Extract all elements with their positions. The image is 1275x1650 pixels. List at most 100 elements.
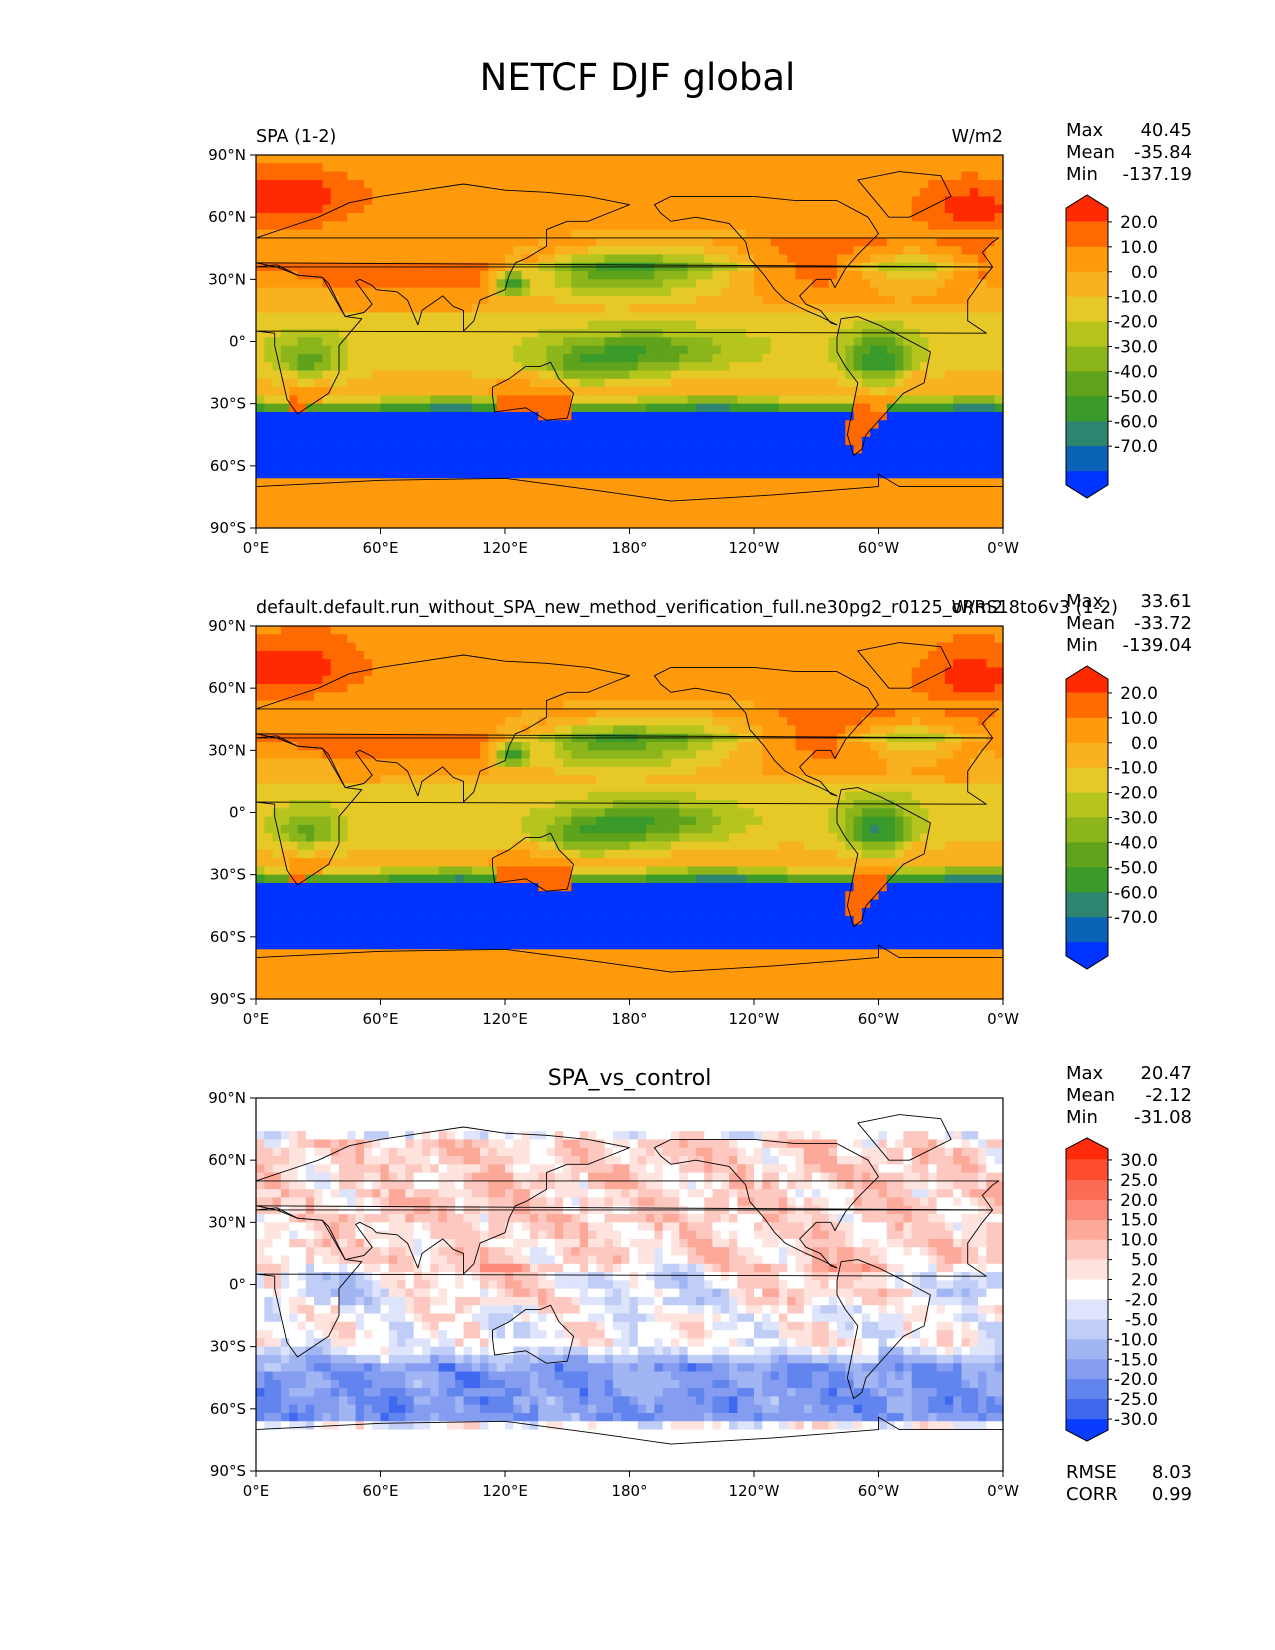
heatmap-cell — [297, 700, 307, 710]
heatmap-cell — [405, 320, 415, 330]
heatmap-cell — [272, 279, 282, 289]
heatmap-cell — [737, 254, 747, 264]
heatmap-cell — [280, 453, 290, 463]
heatmap-cell — [388, 428, 398, 438]
heatmap-cell — [770, 494, 780, 504]
heatmap-cell — [438, 511, 448, 521]
heatmap-cell — [671, 700, 680, 710]
heatmap-cell — [920, 237, 929, 247]
heatmap-cell — [339, 229, 348, 239]
heatmap-cell — [720, 428, 730, 438]
heatmap-cell — [870, 171, 880, 181]
heatmap-cell — [754, 428, 763, 438]
heatmap-cell — [413, 650, 423, 660]
heatmap-cell — [944, 387, 954, 396]
heatmap-cell — [861, 320, 871, 330]
heatmap-cell — [787, 362, 797, 372]
heatmap-cell — [729, 684, 738, 693]
heatmap-cell — [861, 188, 871, 198]
heatmap-cell — [936, 650, 946, 660]
heatmap-cell — [778, 320, 788, 330]
heatmap-cell — [272, 453, 282, 463]
heatmap-cell — [496, 179, 506, 189]
heatmap-cell — [986, 279, 996, 289]
heatmap-cell — [604, 395, 614, 405]
heatmap-cell — [588, 254, 597, 264]
heatmap-cell — [712, 461, 722, 471]
heatmap-cell — [903, 279, 913, 289]
heatmap-cell — [679, 461, 689, 471]
heatmap-cell — [662, 642, 672, 652]
heatmap-cell — [355, 403, 365, 413]
heatmap-cell — [397, 428, 406, 438]
heatmap-cell — [878, 370, 888, 380]
heatmap-cell — [397, 229, 406, 239]
heatmap-cell — [471, 453, 481, 463]
heatmap-cell — [480, 320, 489, 330]
heatmap-cell — [944, 163, 954, 173]
heatmap-cell — [480, 395, 489, 405]
heatmap-cell — [463, 445, 473, 454]
heatmap-cell — [372, 478, 382, 488]
heatmap-cell — [853, 634, 863, 644]
heatmap-cell — [280, 436, 290, 446]
heatmap-cell — [621, 684, 631, 693]
heatmap-cell — [820, 650, 830, 660]
heatmap-cell — [853, 213, 863, 222]
heatmap-cell — [621, 337, 631, 347]
heatmap-cell — [496, 196, 506, 206]
heatmap-cell — [521, 684, 531, 693]
heatmap-cell — [828, 171, 838, 181]
heatmap-cell — [571, 312, 581, 322]
heatmap-cell — [563, 634, 572, 644]
heatmap-cell — [554, 634, 564, 644]
heatmap-cell — [754, 461, 763, 471]
heatmap-cell — [563, 503, 572, 513]
heatmap-cell — [629, 387, 639, 396]
heatmap-cell — [330, 188, 340, 198]
heatmap-cell — [455, 700, 465, 710]
heatmap-cell — [413, 486, 423, 496]
heatmap-cell — [778, 204, 788, 214]
heatmap-cell — [903, 395, 913, 405]
heatmap-cell — [778, 634, 788, 644]
heatmap-cell — [554, 213, 564, 222]
heatmap-cell — [770, 329, 780, 338]
heatmap-cell — [920, 213, 929, 222]
heatmap-cell — [314, 445, 323, 454]
heatmap-cell — [588, 700, 597, 710]
heatmap-cell — [529, 436, 539, 446]
heatmap-cell — [413, 478, 423, 488]
heatmap-cell — [280, 675, 290, 685]
heatmap-cell — [662, 667, 672, 677]
heatmap-cell — [588, 453, 597, 463]
heatmap-cell — [704, 213, 714, 222]
heatmap-cell — [612, 287, 622, 297]
heatmap-cell — [305, 486, 315, 496]
heatmap-cell — [795, 436, 805, 446]
heatmap-cell — [895, 642, 904, 652]
heatmap-cell — [629, 320, 639, 330]
heatmap-cell — [712, 287, 722, 297]
heatmap-cell — [853, 461, 863, 471]
heatmap-cell — [430, 420, 440, 430]
heatmap-cell — [339, 511, 348, 521]
heatmap-cell — [895, 445, 904, 454]
heatmap-cell — [463, 204, 473, 214]
heatmap-cell — [604, 445, 614, 454]
heatmap-cell — [978, 279, 987, 289]
heatmap-cell — [828, 453, 838, 463]
heatmap-cell — [388, 494, 398, 504]
heatmap-cell — [546, 213, 556, 222]
heatmap-cell — [961, 684, 971, 693]
heatmap-cell — [480, 196, 489, 206]
heatmap-cell — [272, 188, 282, 198]
heatmap-cell — [471, 494, 481, 504]
heatmap-cell — [413, 494, 423, 504]
heatmap-cell — [438, 221, 448, 231]
heatmap-cell — [720, 667, 730, 677]
heatmap-cell — [986, 469, 996, 479]
heatmap-cell — [745, 403, 755, 413]
heatmap-cell — [637, 353, 647, 363]
heatmap-cell — [422, 213, 431, 222]
